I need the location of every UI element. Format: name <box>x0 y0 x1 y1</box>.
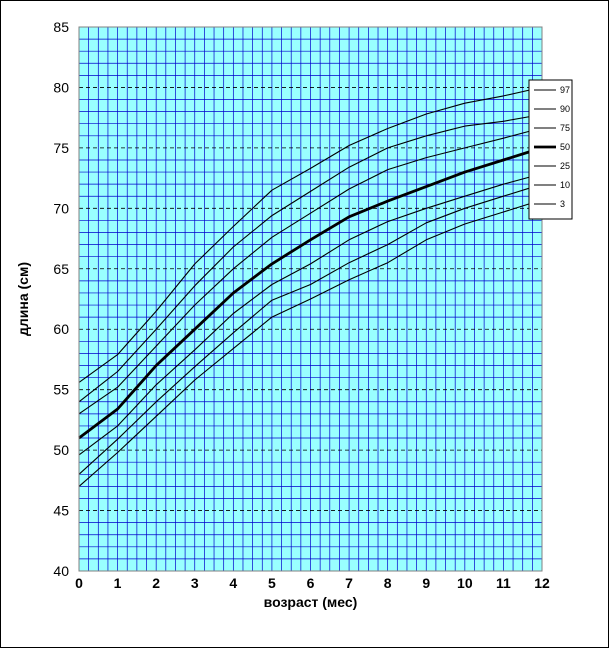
x-tick-label: 12 <box>534 575 550 591</box>
x-tick-label: 7 <box>345 575 353 591</box>
y-tick-label: 70 <box>53 200 69 216</box>
series-line-25 <box>78 176 531 456</box>
x-tick-label: 3 <box>191 575 199 591</box>
y-tick-label: 85 <box>53 19 69 35</box>
y-tick-label: 80 <box>53 79 69 95</box>
y-tick-label: 65 <box>53 261 69 277</box>
legend-label-90: 90 <box>560 104 570 114</box>
x-tick-label: 2 <box>152 575 160 591</box>
x-axis-title: возраст (мес) <box>264 594 358 610</box>
x-tick-labels: 0 1 2 3 4 5 6 7 8 9 10 11 12 <box>75 575 550 591</box>
y-tick-label: 75 <box>53 140 69 156</box>
plot-border <box>78 26 543 572</box>
legend-label-97: 97 <box>560 85 570 95</box>
legend-label-10: 10 <box>560 180 570 190</box>
x-tick-label: 11 <box>496 575 511 591</box>
x-tick-label: 6 <box>307 575 315 591</box>
y-tick-labels: 40 45 50 55 60 65 70 75 80 85 <box>53 19 69 579</box>
x-tick-label: 5 <box>268 575 276 591</box>
legend-label-50: 50 <box>560 142 570 152</box>
y-tick-label: 40 <box>53 563 69 579</box>
legend-label-3: 3 <box>560 199 565 209</box>
series-line-90 <box>78 115 531 403</box>
series-line-10 <box>78 187 531 475</box>
y-tick-label: 45 <box>53 503 69 519</box>
x-tick-label: 4 <box>229 575 237 591</box>
series-line-3 <box>78 202 531 487</box>
legend-label-75: 75 <box>560 123 570 133</box>
y-axis-title: длина (см) <box>15 262 31 336</box>
series-lines <box>78 89 531 487</box>
minor-grid <box>79 27 542 571</box>
x-tick-label: 8 <box>384 575 392 591</box>
series-line-50 <box>78 150 531 440</box>
x-tick-label: 10 <box>457 575 473 591</box>
legend-label-25: 25 <box>560 161 570 171</box>
series-line-97 <box>78 89 531 383</box>
y-tick-label: 50 <box>53 442 69 458</box>
legend: 97 90 75 50 25 10 3 <box>528 79 573 220</box>
y-tick-label: 60 <box>53 321 69 337</box>
y-tick-label: 55 <box>53 382 69 398</box>
x-tick-label: 0 <box>75 575 83 591</box>
legend-box <box>528 79 573 220</box>
series-line-75 <box>78 130 531 415</box>
x-tick-label: 1 <box>114 575 122 591</box>
x-tick-label: 9 <box>422 575 430 591</box>
